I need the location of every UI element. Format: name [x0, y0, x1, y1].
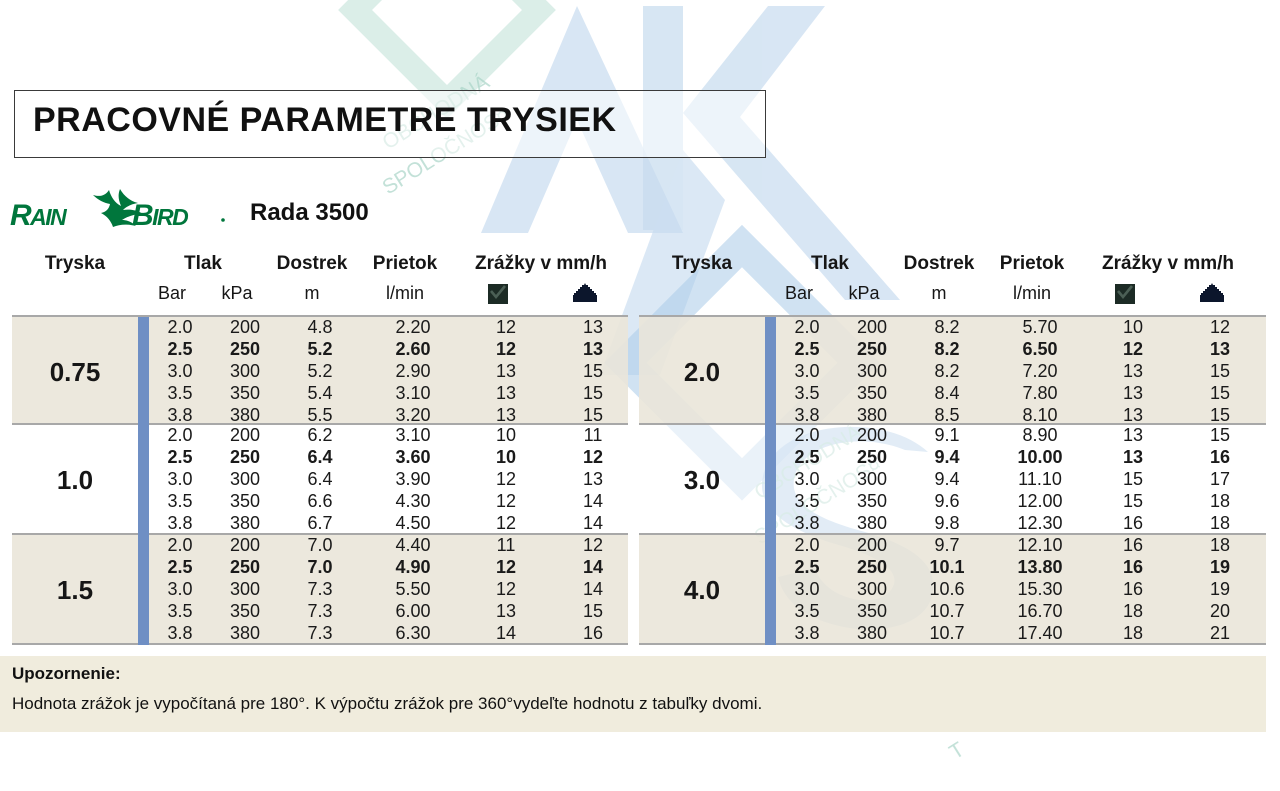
svg-text:RAIN: RAIN	[10, 199, 67, 232]
svg-text:BIRD: BIRD	[132, 199, 188, 232]
svg-text:T: T	[945, 738, 968, 764]
